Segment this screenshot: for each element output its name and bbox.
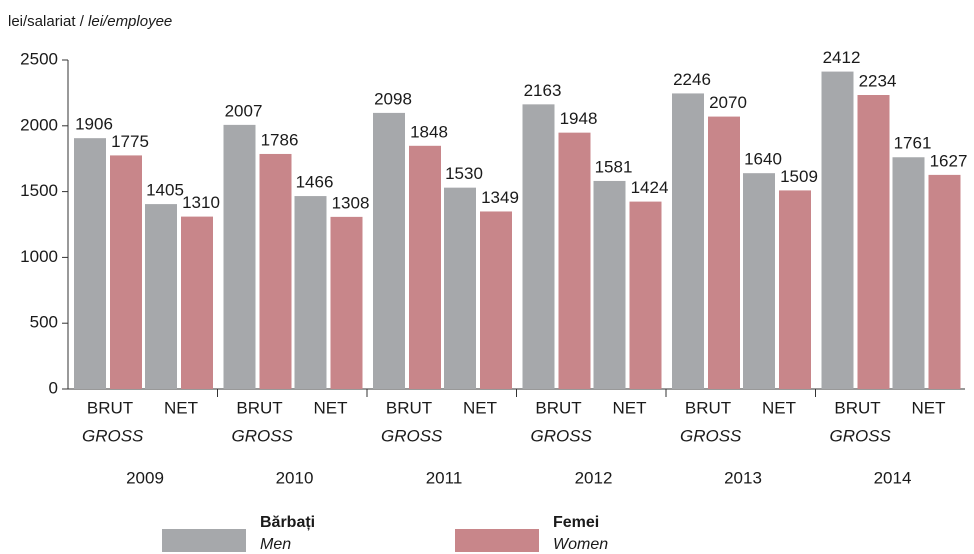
- value-label: 2412: [823, 48, 861, 67]
- value-label: 1848: [410, 122, 448, 141]
- group-label: 2014: [874, 468, 912, 487]
- bar: [110, 155, 142, 389]
- x-tick-label: BRUT: [386, 398, 432, 417]
- x-tick-label: BRUT: [87, 398, 133, 417]
- bar: [223, 124, 256, 390]
- legend-label: Bărbați: [260, 514, 315, 531]
- bar: [330, 216, 363, 389]
- value-label: 2007: [225, 101, 263, 120]
- group-label: 2009: [126, 468, 164, 487]
- x-tick-label: BRUT: [535, 398, 581, 417]
- y-tick-label: 1000: [20, 247, 58, 266]
- value-label: 1627: [930, 151, 968, 170]
- y-tick-label: 1500: [20, 181, 58, 200]
- value-label: 1640: [744, 150, 782, 169]
- bar: [629, 201, 662, 389]
- value-label: 1349: [481, 188, 519, 207]
- x-tick-sublabel: GROSS: [830, 426, 892, 445]
- x-tick-label: NET: [912, 398, 946, 417]
- bar: [444, 187, 476, 389]
- bar: [672, 93, 704, 390]
- value-label: 1424: [631, 178, 669, 197]
- group-label: 2012: [575, 468, 613, 487]
- bar: [259, 153, 292, 389]
- x-tick-label: NET: [762, 398, 796, 417]
- x-tick-label: BRUT: [834, 398, 880, 417]
- y-axis-label-en: lei/employee: [88, 13, 172, 30]
- value-label: 1530: [445, 164, 483, 183]
- value-label: 1581: [595, 157, 633, 176]
- legend-label-en: Men: [260, 536, 291, 553]
- y-tick-label: 2000: [20, 115, 58, 134]
- value-label: 1310: [182, 193, 220, 212]
- legend-swatch: [162, 529, 246, 552]
- x-tick-sublabel: GROSS: [232, 426, 294, 445]
- legend-label-en: Women: [553, 536, 608, 553]
- value-label: 1405: [146, 181, 184, 200]
- x-tick-sublabel: GROSS: [680, 426, 742, 445]
- bar: [558, 132, 591, 390]
- value-label: 1948: [560, 109, 598, 128]
- y-tick-label: 2500: [20, 49, 58, 68]
- group-label: 2010: [276, 468, 314, 487]
- bar: [409, 145, 441, 389]
- group-label: 2011: [426, 468, 463, 487]
- bar: [743, 173, 775, 389]
- value-label: 2070: [709, 93, 747, 112]
- value-label: 2246: [673, 70, 711, 89]
- group-label: 2013: [724, 468, 762, 487]
- bar: [522, 104, 555, 390]
- bar: [181, 216, 213, 389]
- value-label: 1775: [111, 132, 149, 151]
- bar: [779, 190, 811, 389]
- x-tick-label: NET: [314, 398, 348, 417]
- bar: [857, 95, 890, 389]
- bar: [928, 174, 961, 389]
- x-tick-label: NET: [613, 398, 647, 417]
- bar: [892, 157, 925, 389]
- value-label: 2234: [859, 71, 897, 90]
- x-tick-label: BRUT: [685, 398, 731, 417]
- bar: [480, 211, 512, 389]
- y-tick-label: 500: [30, 313, 58, 332]
- value-label: 1466: [296, 173, 334, 192]
- bar: [593, 180, 626, 389]
- value-label: 1906: [75, 115, 113, 134]
- x-tick-label: NET: [164, 398, 198, 417]
- bar: [74, 138, 106, 389]
- value-label: 1509: [780, 167, 818, 186]
- value-label: 1786: [261, 130, 299, 149]
- x-tick-sublabel: GROSS: [531, 426, 593, 445]
- bar: [294, 196, 327, 389]
- bar: [708, 116, 740, 389]
- bar: [373, 112, 405, 389]
- y-tick-label: 0: [49, 378, 58, 397]
- x-tick-label: BRUT: [236, 398, 282, 417]
- value-label: 2098: [374, 89, 412, 108]
- x-tick-sublabel: GROSS: [381, 426, 443, 445]
- value-label: 1308: [332, 193, 370, 212]
- y-axis-label: lei/salariat / lei/employee: [8, 13, 172, 30]
- bar: [145, 204, 177, 389]
- x-tick-sublabel: GROSS: [82, 426, 144, 445]
- x-tick-label: NET: [463, 398, 497, 417]
- value-label: 1761: [894, 134, 932, 153]
- legend-swatch: [455, 529, 539, 552]
- y-axis-label-ro: lei/salariat /: [8, 13, 85, 30]
- legend-label: Femei: [553, 514, 599, 531]
- value-label: 2163: [524, 81, 562, 100]
- bar: [821, 71, 854, 389]
